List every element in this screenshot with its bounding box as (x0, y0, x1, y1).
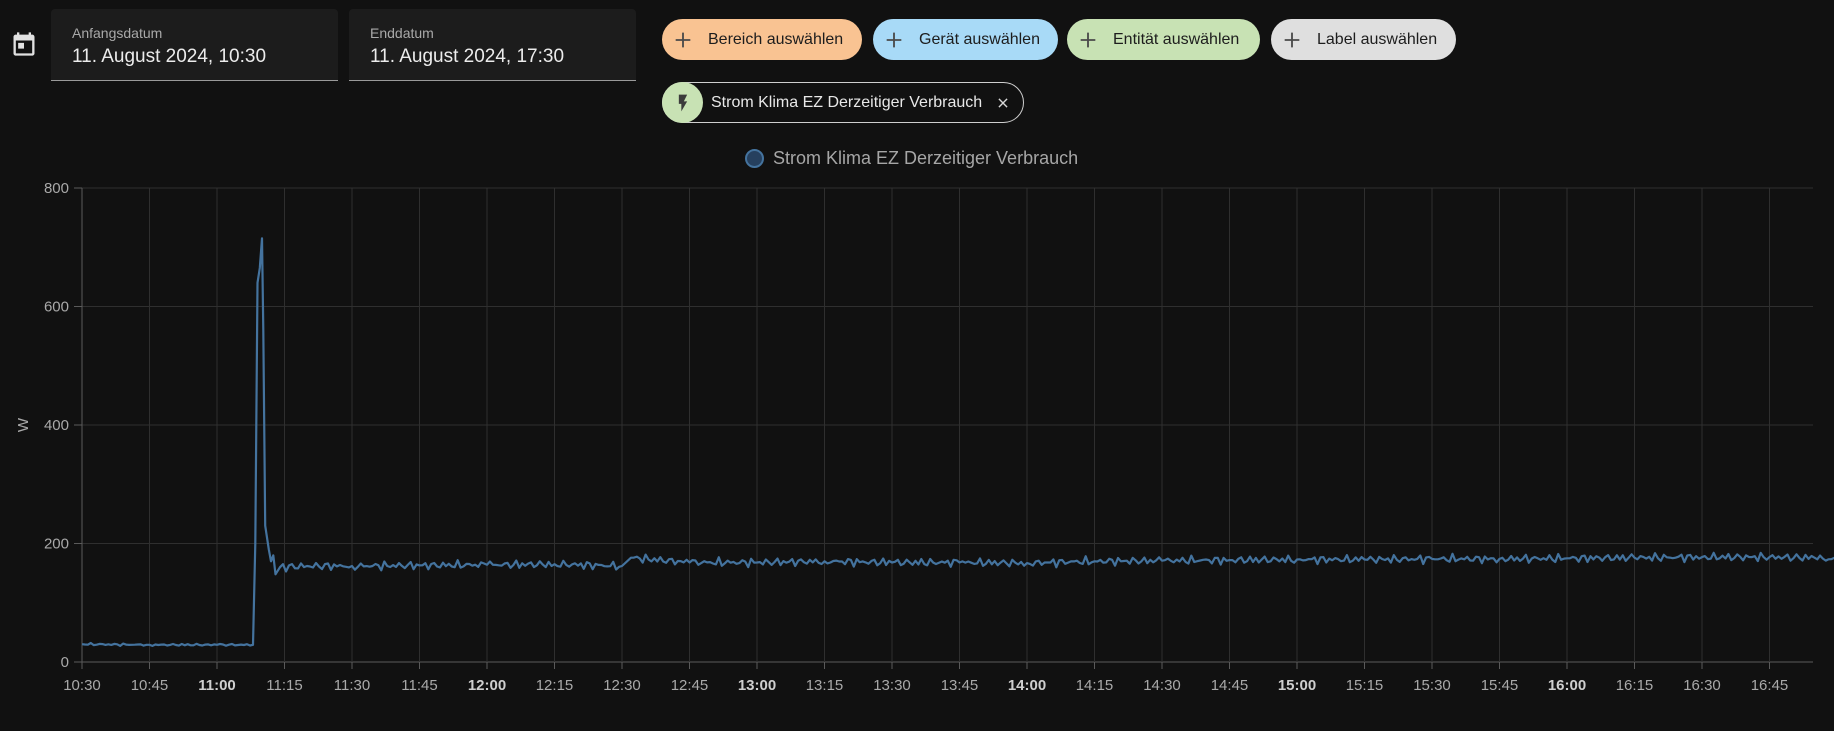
x-tick-label: 14:45 (1211, 677, 1249, 694)
x-tick-label: 15:15 (1346, 677, 1384, 694)
y-tick-label: 200 (44, 536, 69, 553)
plus-icon (886, 32, 902, 47)
x-tick-label: 16:00 (1548, 677, 1586, 694)
select-label-label: Label auswählen (1317, 30, 1438, 48)
y-tick-label: 0 (61, 654, 69, 671)
x-tick-label: 12:15 (536, 677, 574, 694)
x-tick-label: 16:15 (1616, 677, 1654, 694)
plus-icon (1284, 32, 1300, 47)
select-entity-label: Entität auswählen (1113, 30, 1240, 48)
x-tick-label: 16:30 (1683, 677, 1721, 694)
select-label-button[interactable]: Label auswählen (1271, 19, 1456, 60)
x-tick-label: 15:45 (1481, 677, 1519, 694)
close-icon[interactable] (996, 96, 1010, 110)
x-tick-label: 14:15 (1076, 677, 1114, 694)
select-area-button[interactable]: Bereich auswählen (662, 19, 862, 60)
x-tick-label: 12:30 (603, 677, 641, 694)
x-tick-label: 11:00 (198, 677, 236, 694)
x-tick-label: 15:00 (1278, 677, 1316, 694)
x-tick-label: 11:30 (334, 677, 370, 694)
x-tick-label: 13:15 (806, 677, 844, 694)
x-tick-label: 11:45 (401, 677, 437, 694)
x-tick-label: 13:00 (738, 677, 776, 694)
select-area-label: Bereich auswählen (708, 30, 844, 48)
x-tick-label: 10:45 (131, 677, 169, 694)
chart-series (81, 237, 1834, 647)
selected-entity-chip[interactable]: Strom Klima EZ Derzeitiger Verbrauch (662, 82, 1024, 123)
x-axis: 10:30 10:45 11:00 11:15 11:30 11:45 12:00 12:15… (63, 662, 1788, 694)
chart-grid (81, 187, 1813, 663)
select-device-button[interactable]: Gerät auswählen (873, 19, 1058, 60)
x-tick-label: 11:15 (266, 677, 302, 694)
start-date-label: Anfangsdatum (72, 25, 163, 41)
select-entity-button[interactable]: Entität auswählen (1067, 19, 1260, 60)
end-date-field[interactable]: Enddatum 11. August 2024, 17:30 (349, 9, 636, 81)
select-device-label: Gerät auswählen (919, 30, 1040, 48)
x-tick-label: 12:00 (468, 677, 506, 694)
plus-icon (1080, 32, 1096, 47)
end-date-label: Enddatum (370, 25, 434, 41)
flash-icon (678, 94, 687, 111)
entity-icon-circle (662, 82, 703, 123)
series-line (81, 237, 1834, 647)
x-tick-label: 12:45 (671, 677, 709, 694)
x-tick-label: 14:30 (1143, 677, 1181, 694)
end-date-value: 11. August 2024, 17:30 (370, 46, 565, 67)
x-tick-label: 15:30 (1413, 677, 1451, 694)
x-tick-label: 16:45 (1751, 677, 1789, 694)
x-tick-label: 13:45 (941, 677, 979, 694)
y-axis: 0 200 400 600 800 W (15, 180, 83, 671)
calendar-icon[interactable] (10, 30, 38, 58)
selected-entity-label: Strom Klima EZ Derzeitiger Verbrauch (711, 93, 983, 111)
y-tick-label: 600 (44, 299, 69, 316)
chart-legend-item[interactable]: Strom Klima EZ Derzeitiger Verbrauch (745, 146, 1078, 170)
x-tick-label: 13:30 (873, 677, 911, 694)
x-tick-label: 14:00 (1008, 677, 1046, 694)
plus-icon (675, 32, 691, 47)
start-date-field[interactable]: Anfangsdatum 11. August 2024, 10:30 (51, 9, 338, 81)
x-tick-label: 10:30 (63, 677, 101, 694)
legend-label: Strom Klima EZ Derzeitiger Verbrauch (773, 147, 1079, 168)
y-tick-label: 800 (44, 180, 69, 197)
legend-swatch (745, 148, 764, 168)
y-axis-title: W (15, 417, 32, 432)
start-date-value: 11. August 2024, 10:30 (72, 46, 267, 67)
y-tick-label: 400 (44, 417, 69, 434)
